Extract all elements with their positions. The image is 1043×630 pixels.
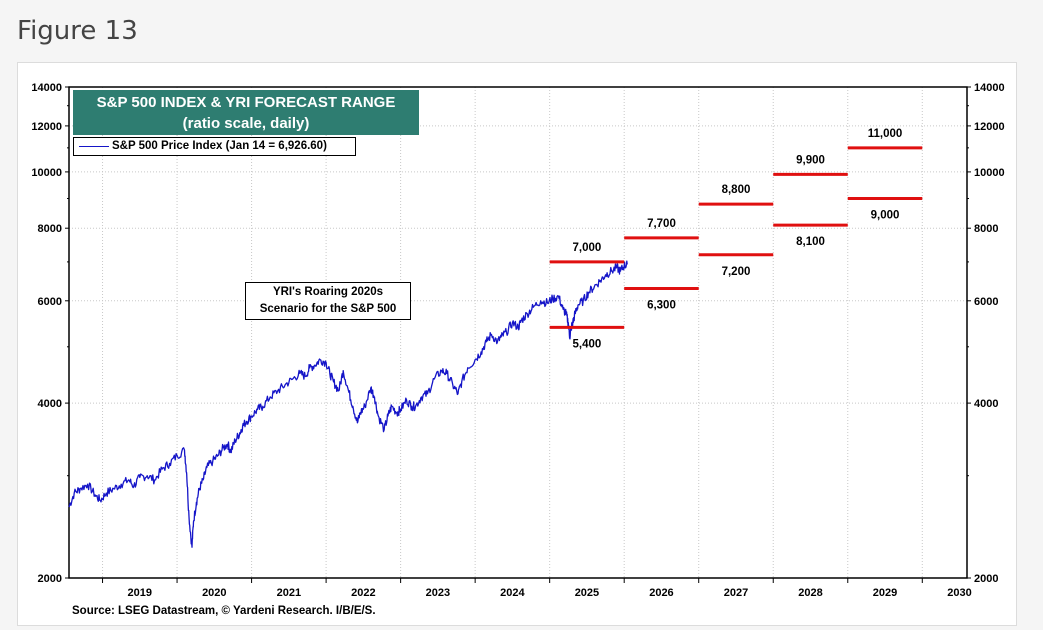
x-tick-label: 2028: [798, 587, 822, 599]
legend-line-swatch: [79, 146, 109, 147]
chart-title-box: S&P 500 INDEX & YRI FORECAST RANGE (rati…: [73, 90, 419, 135]
y-tick-label-left: 10000: [31, 167, 62, 179]
y-tick-label-right: 10000: [974, 167, 1005, 179]
x-tick-label: 2029: [873, 587, 897, 599]
forecast-high-label: 9,900: [796, 154, 825, 166]
y-tick-label-right: 4000: [974, 398, 998, 410]
y-tick-label-left: 2000: [38, 573, 62, 585]
y-tick-label-left: 12000: [31, 121, 62, 133]
series-line: [68, 260, 628, 548]
x-tick-label: 2020: [202, 587, 226, 599]
forecast-low-label: 5,400: [573, 338, 602, 350]
source-note: Source: LSEG Datastream, © Yardeni Resea…: [72, 605, 376, 617]
scenario-annotation: YRI's Roaring 2020s Scenario for the S&P…: [245, 282, 411, 320]
x-tick-label: 2019: [128, 587, 152, 599]
y-tick-label-left: 4000: [38, 398, 62, 410]
forecast-low-label: 9,000: [871, 209, 900, 221]
x-tick-label: 2025: [575, 587, 599, 599]
chart-subtitle: (ratio scale, daily): [182, 115, 310, 132]
forecast-high-label: 7,000: [573, 242, 602, 254]
x-tick-label: 2024: [500, 587, 525, 599]
plot-area: [69, 87, 967, 578]
x-tick-label: 2030: [947, 587, 971, 599]
series-layer: [68, 260, 628, 548]
figure-title: Figure 13: [17, 16, 138, 46]
y-tick-label-left: 8000: [38, 223, 62, 235]
y-tick-label-right: 6000: [974, 296, 998, 308]
y-tick-label-left: 14000: [31, 82, 62, 94]
plot-frame: [68, 86, 968, 579]
axes: [65, 86, 971, 583]
forecast-high-label: 11,000: [868, 128, 903, 140]
x-tick-label: 2022: [351, 587, 375, 599]
x-tick-label: 2027: [724, 587, 748, 599]
y-tick-label-right: 2000: [974, 573, 998, 585]
forecast-high-label: 7,700: [647, 218, 676, 230]
forecast-layer: 7,000 5,400 7,700 6,300 8,800 7,200 9,900 8,100…: [549, 128, 923, 350]
x-tick-label: 2026: [649, 587, 673, 599]
forecast-low-label: 8,100: [796, 236, 825, 248]
y-tick-label-left: 6000: [38, 296, 62, 308]
annotation-line-1: YRI's Roaring 2020s: [272, 286, 384, 298]
tick-labels: 14000 14000 12000 12000 10000 10000 8000 8000 60…: [31, 82, 1004, 599]
x-tick-label: 2021: [277, 587, 301, 599]
x-tick-label: 2023: [426, 587, 450, 599]
annotation-line-2: Scenario for the S&P 500: [259, 303, 397, 315]
grid-lines: [69, 87, 967, 578]
forecast-low-label: 6,300: [647, 299, 676, 311]
forecast-low-label: 7,200: [722, 266, 751, 278]
legend-label: S&P 500 Price Index (Jan 14 = 6,926.60): [112, 140, 327, 152]
y-tick-label-right: 14000: [974, 82, 1005, 94]
forecast-high-label: 8,800: [722, 184, 751, 196]
y-tick-label-right: 12000: [974, 121, 1005, 133]
y-tick-label-right: 8000: [974, 223, 998, 235]
chart-title: S&P 500 INDEX & YRI FORECAST RANGE: [96, 94, 396, 111]
legend: S&P 500 Price Index (Jan 14 = 6,926.60): [73, 137, 356, 156]
